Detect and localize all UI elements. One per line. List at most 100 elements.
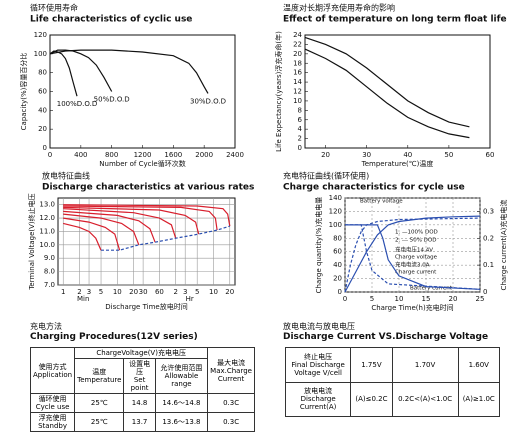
x-unit-label: Hr [186,295,194,303]
cell: 设置电压 Set point [123,358,156,395]
title-cn: 充电方法 [30,322,62,331]
cell: 13.6～13.8 [154,412,209,432]
x-tick-label: 2 [77,288,81,296]
y-tick-label: 12.0 [39,214,55,222]
title-en: Discharge Current VS.Discharge Voltage [283,332,489,342]
cell: 0.2C<(A)<1.0C [391,381,459,417]
y-tick-label: 20 [333,275,342,283]
y-tick-label: 7.0 [44,281,55,289]
y-tick-label: 8.0 [44,268,55,276]
x-tick-label: 60 [155,288,164,296]
series-line [304,48,470,139]
y-tick-label: 60 [38,88,47,96]
y2-tick-label: 0.3 [483,207,494,215]
cell: 1.60V [457,347,501,383]
series-line [63,206,200,235]
y-tick-label: 60 [333,248,342,256]
cell: 最大电流 Max.Charge Current [207,346,255,395]
y-axis-label: Terminal Voltage(V)终止电压 [27,193,36,290]
series-line [344,215,481,293]
title-en: Charging Procedures(12V series) [30,332,198,342]
x-axis-label: Temperature(℃)温度 [361,159,434,168]
cell: 13.7 [123,412,156,432]
series-line [49,50,78,97]
x-tick-label: 5 [370,295,374,303]
cell: 终止电压 Final Discharge Voltage V/cell [284,347,352,383]
x-tick-label: 10 [113,288,122,296]
y-tick-label: 40 [38,106,47,114]
cell: (A)≤0.2C [350,381,393,417]
chart-title: 充电特征曲线(循环使用) [283,171,369,181]
cell: 14.6～14.8 [154,393,209,414]
x-tick-label: 50 [444,151,453,159]
chart-subtitle: Effect of temperature on long term float… [283,15,507,25]
annotation: 充电电流3.0A [395,261,430,269]
x-tick-label: 5 [99,288,103,296]
x-tick-label: 10 [395,295,404,303]
y-tick-label: 8 [298,106,302,114]
chart-title: 温度对长期浮充使用寿命的影响 [283,3,395,13]
x-tick-label: 1 [61,288,65,296]
series-line [304,36,470,128]
y-tick-label: 140 [329,194,342,202]
y-tick-label: 80 [333,234,342,242]
cell: 0.3C [207,412,255,432]
y-tick-label: 120 [329,207,342,215]
x-tick-label: 40 [403,151,412,159]
y-tick-label: 10.0 [39,241,55,249]
series-line [63,208,177,239]
x-tick-label: 3 [87,288,91,296]
y-axis-label: Charge quantity(%)充电电量 [314,197,323,294]
y-tick-label: 20 [293,50,302,58]
x-unit-label: Min [77,295,89,303]
chart-title: 放电特征曲线 [42,171,90,181]
x-tick-label: 10 [209,288,218,296]
x-tick-label: 2000 [195,151,213,159]
series-line [63,217,121,251]
y-tick-label: 22 [293,40,302,48]
x-tick-label: 1200 [134,151,152,159]
cell: 放电电流 Discharge Current(A) [284,381,352,417]
x-tick-label: 20 [321,151,330,159]
cell: 1.70V [391,347,459,383]
y-tick-label: 0 [338,288,342,296]
table-title: 充电方法 Charging Procedures(12V series) [30,321,198,342]
y-tick-label: 40 [333,261,342,269]
y-tick-label: 14 [293,78,302,86]
x-tick-label: 5 [195,288,199,296]
y-tick-label: 80 [38,69,47,77]
series-line [101,225,230,251]
x-tick-label: 15 [422,295,431,303]
chart-subtitle: Charge characteristics for cycle use [283,183,465,193]
cell: 25℃ [74,412,125,432]
x-tick-label: 30 [362,151,371,159]
series-line [63,213,140,246]
cell: 14.8 [123,393,156,414]
x-tick-label: 20 [449,295,458,303]
x-tick-label: 25 [476,295,485,303]
x-tick-label: 0 [48,151,52,159]
cell: 浮充使用 Standby [29,412,76,432]
x-tick-label: 2 [173,288,177,296]
y-axis-label: Life Expectancy(years)浮充寿命(年) [274,31,283,152]
y-tick-label: 0 [298,144,302,152]
cell: 循环使用 Cycle use [29,393,76,414]
cell: 1.75V [350,347,393,383]
series-line [344,217,481,293]
chart-subtitle: Discharge characteristics at various rat… [42,183,254,193]
plot-frame [344,197,481,293]
y2-axis-label: Charge current(A)充电电流 [499,200,508,291]
cell: 25℃ [74,393,125,414]
x-tick-label: 20 [129,288,138,296]
series-line [63,222,102,251]
series-label: 30%D.O.D [190,97,226,105]
x-tick-label: 60 [486,151,495,159]
y-tick-label: 20 [38,125,47,133]
annotation: Battery voltage [360,199,403,205]
cell: 温度 Temperature [74,358,125,395]
annotation: Battery current [410,286,453,292]
series-line [49,49,209,94]
table-title: 放电电流与放电电压 Discharge Current VS.Discharge … [283,321,488,342]
y-tick-label: 4 [298,125,303,133]
